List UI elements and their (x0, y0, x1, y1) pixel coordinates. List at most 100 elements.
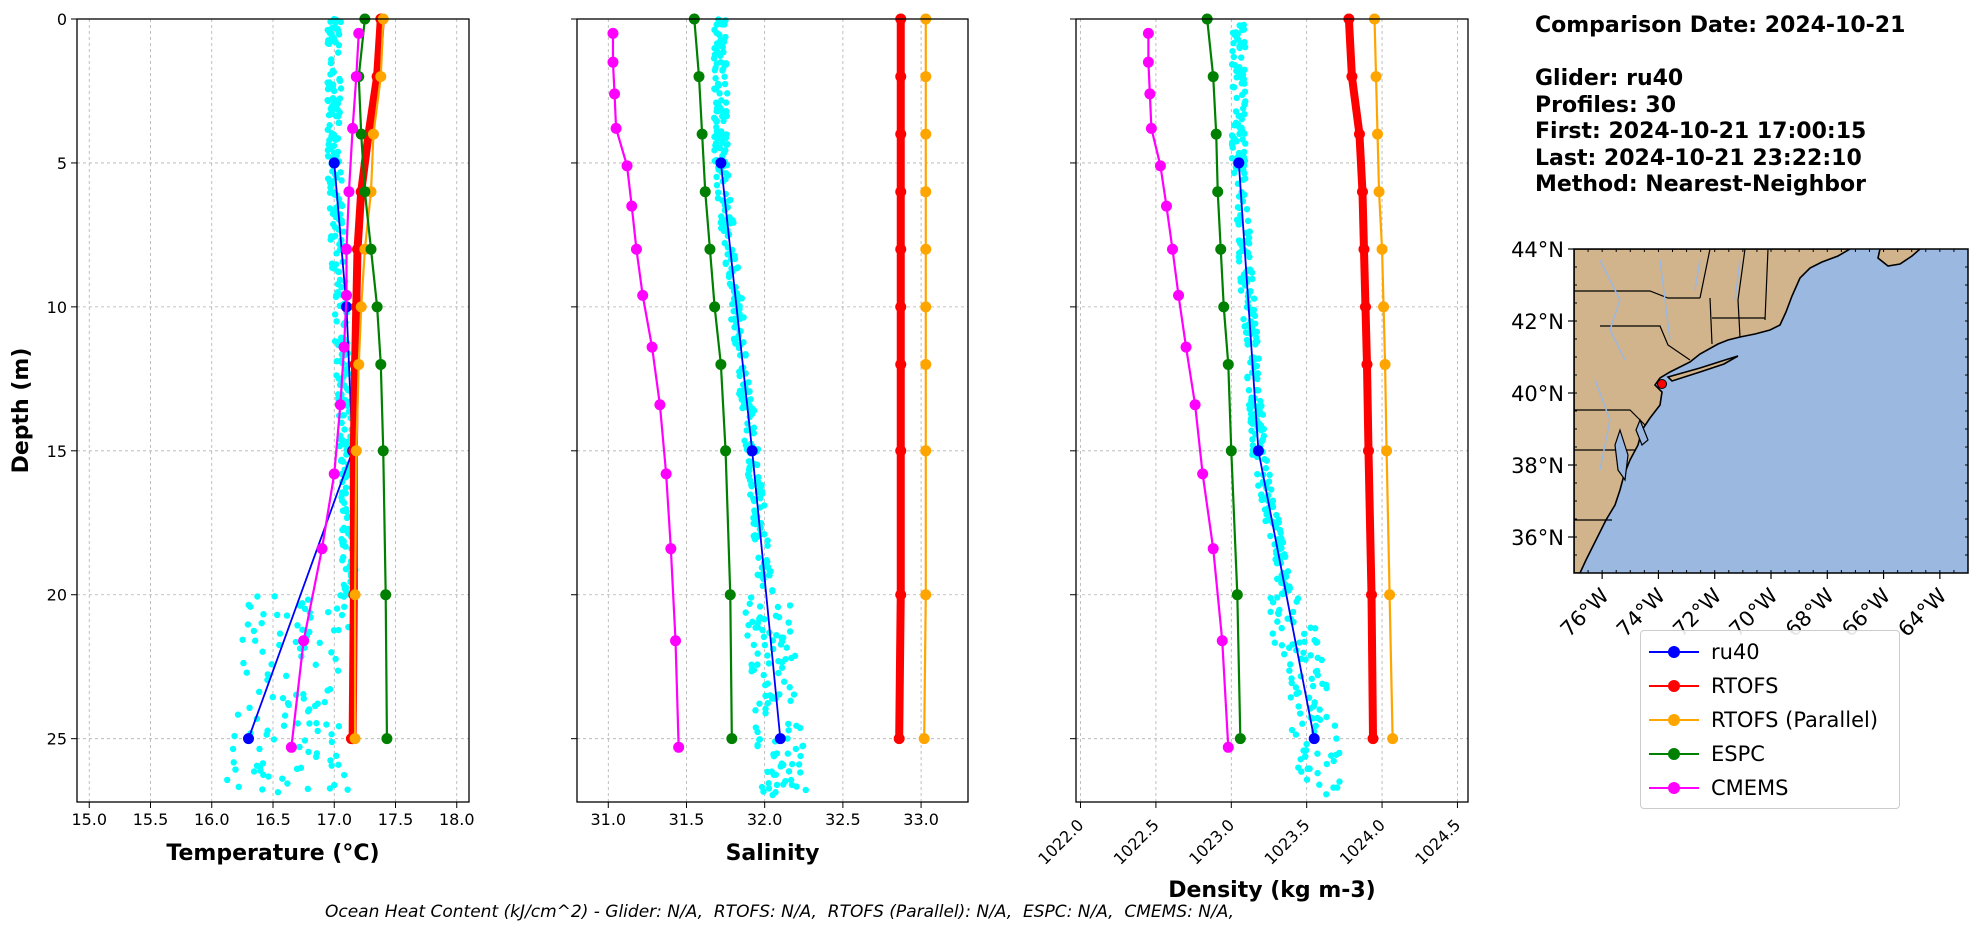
glider-point (292, 638, 300, 646)
glider-point (756, 603, 764, 610)
series-marker (696, 128, 708, 140)
glider-point (335, 119, 343, 127)
glider-point (336, 75, 343, 83)
glider-point (727, 220, 734, 227)
legend-item-rtofs: RTOFS (1641, 669, 1899, 703)
glider-point (1284, 615, 1291, 622)
series-marker (918, 733, 930, 745)
glider-point (334, 391, 342, 398)
glider-point (1286, 661, 1294, 668)
glider-point (326, 686, 334, 693)
glider-point (785, 768, 793, 775)
map-rivers (1594, 259, 1741, 471)
glider-point (1238, 247, 1246, 255)
map-lat-label: 44°N (1511, 238, 1564, 262)
glider-point (761, 502, 768, 509)
glider-point (1235, 237, 1243, 244)
glider-point (769, 587, 776, 594)
series-marker (1358, 243, 1370, 255)
map-lat-label: 36°N (1511, 526, 1564, 550)
glider-point (1254, 370, 1261, 377)
glider-point (1238, 54, 1245, 61)
glider-point (1254, 375, 1261, 383)
glider-point (1301, 638, 1308, 646)
glider-point (1306, 765, 1313, 772)
legend-label: ru40 (1711, 640, 1760, 664)
glider-point (721, 80, 729, 88)
glider-point (313, 750, 321, 757)
glider-point (750, 497, 758, 505)
glider-point (746, 600, 753, 607)
glider-point (1303, 776, 1311, 783)
glider-point (1274, 594, 1281, 601)
glider-point (230, 759, 237, 766)
glider-point (1271, 639, 1278, 646)
x-axis-label: Temperature (°C) (166, 841, 379, 866)
glider-point (1233, 138, 1240, 145)
glider-point (764, 542, 771, 549)
series-line (247, 162, 354, 739)
series-marker (1379, 358, 1391, 370)
series-marker (1144, 88, 1156, 100)
glider-point (1310, 703, 1318, 710)
glider-point (786, 684, 793, 691)
series-marker (660, 468, 672, 480)
series-marker (1370, 71, 1382, 83)
glider-point (246, 704, 253, 712)
glider-point (341, 426, 348, 433)
glider-point (338, 177, 345, 184)
series-marker (347, 122, 359, 134)
series-marker (377, 445, 389, 457)
glider-point (244, 621, 252, 628)
glider-point (1293, 598, 1300, 605)
glider-point (764, 652, 771, 659)
glider-point (340, 499, 348, 507)
glider-point (328, 133, 335, 140)
map-lat-label: 42°N (1511, 310, 1564, 334)
glider-point (713, 181, 721, 189)
glider-point (772, 771, 780, 778)
series-marker (715, 157, 727, 169)
glider-point (761, 531, 768, 538)
glider-point (306, 720, 313, 727)
series-marker (720, 445, 732, 457)
series-marker (1160, 200, 1172, 212)
series-marker (895, 186, 907, 198)
glider-point (333, 318, 340, 325)
glider-point (330, 68, 337, 76)
series-marker (920, 589, 932, 601)
glider-point (342, 484, 350, 491)
glider-point (1300, 649, 1307, 656)
glider-point (749, 665, 756, 672)
grid (577, 18, 968, 802)
glider-point (1295, 703, 1302, 710)
glider-point (756, 736, 763, 743)
map-land (1574, 249, 1852, 573)
glider-point (710, 55, 718, 62)
series-marker (355, 301, 367, 313)
glider-point (264, 727, 271, 734)
glider-point (330, 87, 338, 95)
glider-point (341, 603, 348, 611)
glider-point (1235, 253, 1243, 261)
glider-point (756, 614, 764, 621)
glider-point (243, 669, 250, 676)
glider-point (1239, 136, 1246, 143)
glider-point (762, 705, 769, 713)
series-line (353, 18, 385, 739)
glider-point (1229, 47, 1236, 55)
glider-point (719, 112, 726, 120)
series-marker (285, 741, 297, 753)
x-tick-label: 17.5 (378, 810, 414, 829)
glider-point (324, 126, 331, 133)
glider-point (793, 783, 800, 790)
glider-point (337, 18, 345, 26)
glider-point (1268, 501, 1276, 508)
glider-point (327, 59, 335, 67)
glider-point (1268, 486, 1275, 493)
series-marker (349, 733, 361, 745)
glider-point (774, 603, 782, 611)
glider-point (1241, 323, 1248, 330)
series-marker (350, 71, 362, 83)
glider-point (1228, 141, 1236, 148)
